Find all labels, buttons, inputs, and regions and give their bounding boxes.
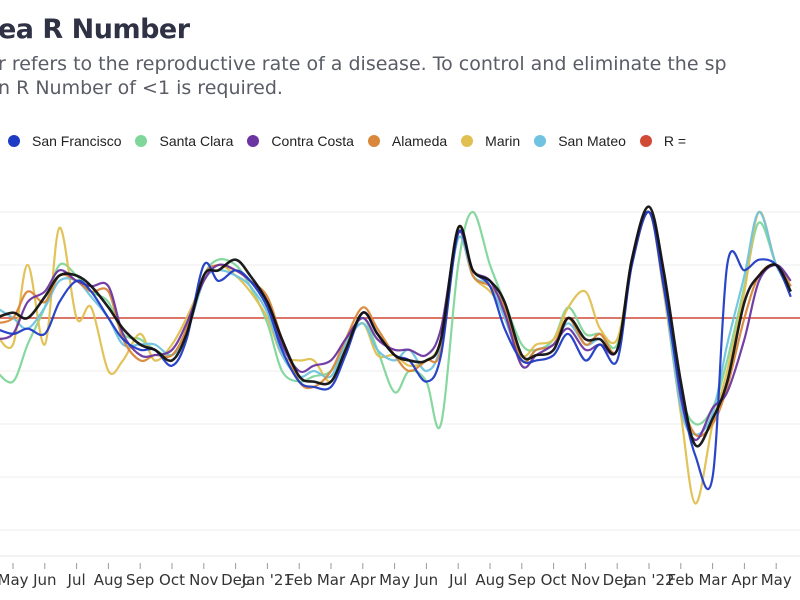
x-tick-label: May: [379, 571, 410, 589]
x-tick-label: May: [0, 571, 29, 589]
x-tick-label: Aug: [94, 571, 123, 589]
legend-dot-icon: [135, 135, 148, 147]
x-tick-label: Sep: [126, 571, 154, 589]
legend-label: R =: [663, 133, 687, 149]
legend-item[interactable]: Marin: [461, 133, 520, 149]
x-tick-label: Jun: [414, 571, 438, 589]
x-tick-label: Nov: [571, 571, 600, 589]
x-tick-label: Jan '21: [241, 571, 293, 589]
x-tick-label: Sep: [508, 571, 536, 589]
chart-subtitle: r refers to the reproductive rate of a d…: [0, 52, 727, 100]
legend-item[interactable]: San Francisco: [8, 133, 121, 149]
x-tick-label: Jul: [448, 571, 467, 589]
x-tick-label: Nov: [189, 571, 218, 589]
legend-label: Alameda: [391, 133, 448, 149]
legend-dot-icon: [639, 135, 652, 147]
x-tick-label: May: [761, 571, 792, 589]
legend-dot-icon: [461, 135, 474, 147]
legend-dot-icon: [247, 135, 260, 147]
legend-item[interactable]: Santa Clara: [135, 133, 233, 149]
x-tick-label: Apr: [350, 571, 377, 589]
x-tick-label: Jan '22: [622, 571, 674, 589]
x-tick-label: Dec: [221, 571, 250, 589]
subtitle-line: r refers to the reproductive rate of a d…: [0, 53, 727, 75]
x-tick-label: Aug: [475, 571, 504, 589]
series-line-unlabeled: [0, 205, 792, 448]
legend-item[interactable]: R =: [639, 133, 687, 149]
legend-label: Santa Clara: [159, 133, 234, 149]
x-tick-label: Dec: [603, 571, 632, 589]
legend-label: Marin: [485, 133, 521, 149]
x-tick-label: Jul: [67, 571, 86, 589]
legend-dot-icon: [8, 135, 20, 147]
legend: San Francisco Santa Clara Contra Costa Alam…: [0, 133, 700, 149]
x-tick-label: Apr: [731, 571, 758, 589]
x-tick-label: Feb: [668, 571, 695, 589]
legend-item[interactable]: Contra Costa: [247, 133, 354, 149]
subtitle-line: n R Number of <1 is required.: [0, 77, 283, 99]
x-tick-label: Oct: [541, 571, 567, 589]
x-tick-label: Oct: [159, 571, 185, 589]
legend-dot-icon: [534, 135, 547, 147]
legend-dot-icon: [367, 135, 380, 147]
legend-item[interactable]: Alameda: [367, 133, 448, 149]
x-tick-label: Feb: [286, 571, 313, 589]
legend-item[interactable]: San Mateo: [534, 133, 626, 149]
legend-label: Contra Costa: [271, 133, 354, 149]
chart-title: ea R Number: [0, 14, 190, 45]
x-tick-label: Mar: [698, 571, 727, 589]
legend-label: San Francisco: [32, 133, 122, 149]
x-tick-label: Mar: [317, 571, 346, 589]
x-tick-label: Jun: [32, 571, 56, 589]
legend-label: San Mateo: [558, 133, 626, 149]
